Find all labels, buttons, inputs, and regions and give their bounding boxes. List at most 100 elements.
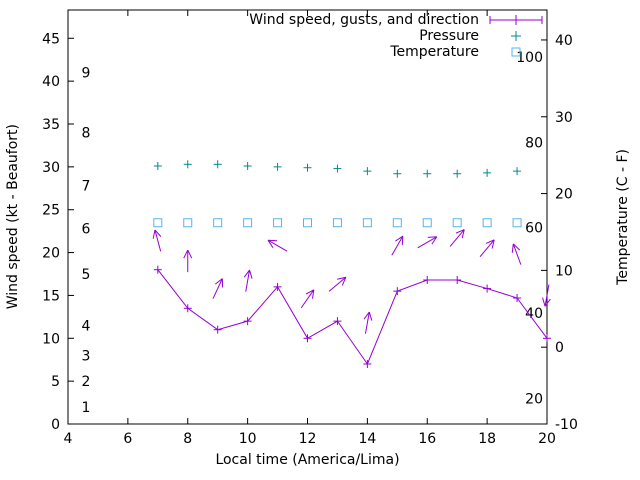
x-tick-label: 14: [358, 431, 376, 447]
wind-direction-arrow: [212, 278, 224, 299]
left-tick-label: 5: [51, 374, 60, 390]
arrow-shaft: [154, 229, 162, 252]
beaufort-scale-label: 2: [82, 374, 91, 390]
temperature-marker: [482, 218, 492, 228]
right-tick-label: 40: [555, 33, 573, 49]
arrow-shaft: [417, 236, 438, 249]
temperature-marker: [213, 218, 223, 228]
right-tick-label: 10: [555, 263, 573, 279]
arrow-shaft: [449, 229, 465, 247]
temperature-marker: [392, 218, 402, 228]
temperature-marker: [422, 218, 432, 228]
beaufort-scale-label: 5: [82, 267, 91, 283]
wind-direction-arrow: [391, 235, 404, 256]
left-axis-title: Wind speed (kt - Beaufort): [5, 124, 21, 310]
right-tick-label: 0: [555, 340, 564, 356]
arrow-head: [368, 311, 373, 321]
arrow-head: [544, 298, 551, 307]
arrow-head: [268, 239, 277, 242]
temperature-marker: [452, 218, 462, 228]
pressure-sample-icon: [511, 31, 521, 41]
beaufort-scale-label: 8: [82, 126, 91, 142]
arrow-head: [512, 243, 521, 251]
temperature-marker: [183, 218, 193, 228]
arrow-head: [221, 278, 224, 288]
beaufort-scale-label: 3: [82, 348, 91, 364]
x-tick-label: 16: [418, 431, 436, 447]
arrow-shaft: [544, 284, 550, 307]
left-tick-label: 45: [42, 31, 60, 47]
x-tick-label: 10: [239, 431, 257, 447]
wind-direction-arrow: [511, 243, 522, 265]
x-tick-label: 20: [538, 431, 556, 447]
wind-series-line: [157, 269, 548, 366]
left-tick-label: 30: [42, 160, 60, 176]
arrow-head: [461, 229, 465, 239]
arrow-head: [267, 239, 274, 248]
arrow-head: [312, 289, 315, 299]
arrow-head: [305, 289, 315, 295]
beaufort-scale-label: 7: [82, 179, 91, 195]
fahrenheit-scale-label: 100: [516, 50, 543, 66]
wind-sample-icon: [489, 15, 543, 25]
fahrenheit-scale-label: 40: [525, 306, 543, 322]
temperature-marker: [362, 218, 372, 228]
arrow-head: [542, 297, 546, 307]
wind-direction-arrow: [363, 311, 373, 334]
arrow-head: [152, 229, 156, 239]
beaufort-scale-label: 6: [82, 222, 91, 238]
arrow-head: [485, 239, 495, 244]
beaufort-scale-label: 1: [82, 400, 91, 416]
arrow-head: [337, 276, 346, 280]
temperature-marker: [273, 218, 283, 228]
arrow-shaft: [212, 278, 223, 299]
wind-direction-arrow: [542, 284, 551, 307]
temperature-marker: [243, 218, 253, 228]
beaufort-scale-label: 9: [82, 66, 91, 82]
left-tick-label: 10: [42, 331, 60, 347]
plot-border: [67, 9, 548, 425]
wind-direction-arrow: [267, 239, 288, 252]
left-tick-label: 15: [42, 288, 60, 304]
wind-direction-arrow: [152, 229, 162, 252]
arrow-head: [243, 269, 250, 278]
beaufort-scale-label: 4: [82, 318, 91, 334]
arrow-head: [511, 243, 514, 253]
left-tick-label: 35: [42, 117, 60, 133]
right-tick-label: 30: [555, 110, 573, 126]
arrow-head: [401, 236, 404, 246]
arrow-shaft: [364, 311, 370, 334]
legend-label-pressure: Pressure: [419, 28, 479, 44]
temperature-marker: [153, 218, 163, 228]
temperature-marker: [303, 218, 312, 228]
right-axis-title: Temperature (C - F): [615, 149, 631, 285]
arrow-shaft: [479, 239, 495, 258]
arrow-head: [154, 229, 162, 237]
arrow-shaft: [512, 243, 522, 265]
wind-direction-arrow: [300, 289, 315, 309]
arrow-head: [395, 235, 404, 242]
arrow-head: [249, 269, 253, 279]
arrow-shaft: [300, 289, 315, 309]
legend-label-wind: Wind speed, gusts, and direction: [249, 12, 479, 28]
wind-direction-arrow: [479, 239, 495, 258]
legend-label-temperature: Temperature: [390, 44, 479, 60]
legend-item-pressure: Pressure: [249, 28, 545, 44]
wind-direction-arrow: [243, 269, 253, 292]
temperature-sample-icon: [511, 47, 521, 57]
arrow-head: [491, 239, 495, 249]
wind-direction-arrow: [417, 236, 438, 249]
arrow-shaft: [267, 239, 288, 252]
arrow-head: [187, 249, 193, 259]
fahrenheit-scale-label: 20: [525, 391, 543, 407]
arrow-head: [455, 229, 465, 234]
arrow-head: [363, 311, 370, 320]
legend-item-temperature: Temperature: [249, 44, 545, 60]
right-axis-title-wrap: Temperature (C - F): [612, 10, 634, 424]
x-tick-label: 8: [183, 431, 192, 447]
left-axis-title-wrap: Wind speed (kt - Beaufort): [2, 10, 24, 424]
arrow-head: [431, 236, 438, 245]
arrow-shaft: [245, 269, 251, 292]
